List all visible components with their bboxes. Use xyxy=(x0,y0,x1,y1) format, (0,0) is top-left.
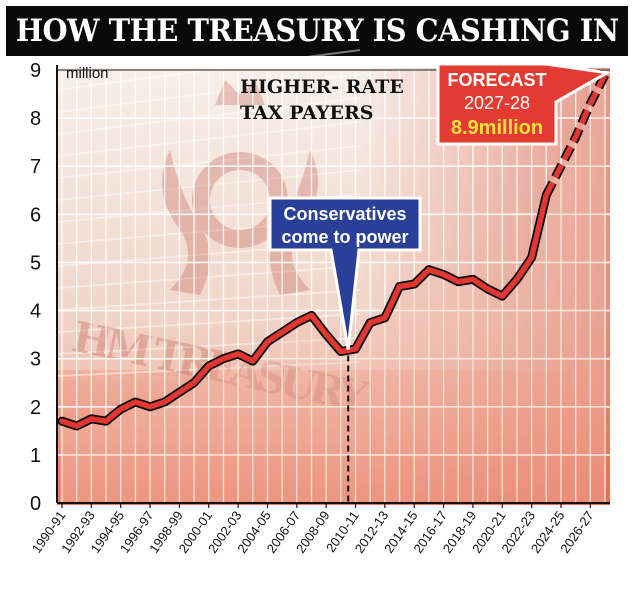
forecast-callout: FORECAST 2027-28 8.9million xyxy=(436,62,612,146)
series-label-line-1: HIGHER- RATE xyxy=(240,76,404,98)
data-line xyxy=(57,72,610,431)
y-tick-label: 6 xyxy=(30,204,41,226)
series-label-line-2: TAX PAYERS xyxy=(240,102,373,124)
conservatives-callout-line-2: come to power xyxy=(281,227,408,247)
y-axis-ticks: 0 1 2 3 4 5 6 7 8 9 xyxy=(30,60,41,515)
forecast-value-number: 8.9 xyxy=(451,117,479,139)
forecast-value-unit: million xyxy=(479,117,543,139)
y-tick-label: 0 xyxy=(30,493,41,515)
title-bar: HOW THE TREASURY IS CASHING IN xyxy=(6,6,628,56)
forecast-line xyxy=(543,73,608,197)
y-tick-label: 3 xyxy=(30,349,41,371)
shaded-area xyxy=(62,74,605,504)
conservatives-callout-line-1: Conservatives xyxy=(283,204,406,224)
y-tick-label: 4 xyxy=(30,301,41,323)
y-tick-label: 2 xyxy=(30,397,41,419)
forecast-callout-box xyxy=(436,62,612,146)
forecast-callout-year: 2027-28 xyxy=(464,93,530,113)
y-axis-unit-label: million xyxy=(66,65,109,82)
chart-title: HOW THE TREASURY IS CASHING IN xyxy=(15,13,619,49)
forecast-callout-value: 8.9million xyxy=(451,117,543,139)
y-tick-label: 8 xyxy=(30,108,41,130)
series-label: HIGHER- RATE TAX PAYERS xyxy=(240,76,404,124)
x-axis-ticks: 1990-911992-931994-951996-971998-992000-… xyxy=(29,503,597,556)
area-under-line xyxy=(62,74,605,504)
conservatives-callout-box xyxy=(268,196,422,350)
forecast-callout-heading: FORECAST xyxy=(448,70,547,90)
y-tick-label: 7 xyxy=(30,156,41,178)
conservatives-callout: Conservatives come to power xyxy=(268,196,422,350)
series-line xyxy=(59,192,550,429)
y-tick-label: 1 xyxy=(30,445,41,467)
y-tick-label: 9 xyxy=(30,60,41,82)
y-tick-label: 5 xyxy=(30,252,41,274)
